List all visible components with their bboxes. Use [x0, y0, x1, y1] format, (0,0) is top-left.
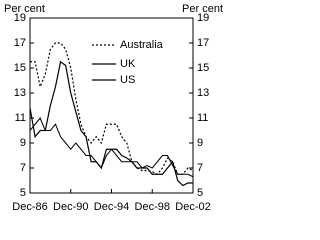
- y2-tick-label: 9: [197, 137, 203, 149]
- y2-tick-label: 5: [197, 187, 203, 199]
- y2-tick-label: 17: [197, 37, 209, 49]
- y2-tick-label: 13: [197, 87, 209, 99]
- x-tick-label: Dec-94: [94, 201, 129, 213]
- y-tick-label: 17: [14, 37, 26, 49]
- y-tick-label: 9: [20, 137, 26, 149]
- y-axis-label-right: Per cent: [182, 3, 223, 15]
- x-tick-label: Dec-90: [53, 201, 88, 213]
- page: {"chart_data": {"type": "line", "y_label…: [4, 2, 223, 213]
- x-tick-label: Dec-02: [175, 201, 210, 213]
- y-tick-label: 19: [14, 12, 26, 24]
- x-tick-label: Dec-98: [135, 201, 170, 213]
- x-tick-label: Dec-86: [12, 201, 47, 213]
- y-tick-label: 13: [14, 87, 26, 99]
- y2-tick-label: 19: [197, 12, 209, 24]
- legend-label: US: [120, 74, 135, 86]
- legend-label: UK: [120, 58, 136, 70]
- chart: Per cent Per cent 5 7 9 11 13 15 17 19 5 7 9 11 13 15…: [4, 3, 223, 213]
- series-line: [29, 117, 194, 178]
- legend-label: Australia: [120, 39, 164, 51]
- y2-tick-label: 7: [197, 162, 203, 174]
- series-line: [30, 42, 194, 175]
- y-tick-label: 5: [20, 187, 26, 199]
- y-tick-label: 11: [15, 112, 26, 124]
- y-tick-label: 7: [20, 162, 26, 174]
- y-tick-label: 15: [14, 62, 26, 74]
- y2-tick-label: 15: [197, 62, 209, 74]
- y-axis-label-left: Per cent: [4, 3, 45, 15]
- y2-tick-label: 11: [197, 112, 208, 124]
